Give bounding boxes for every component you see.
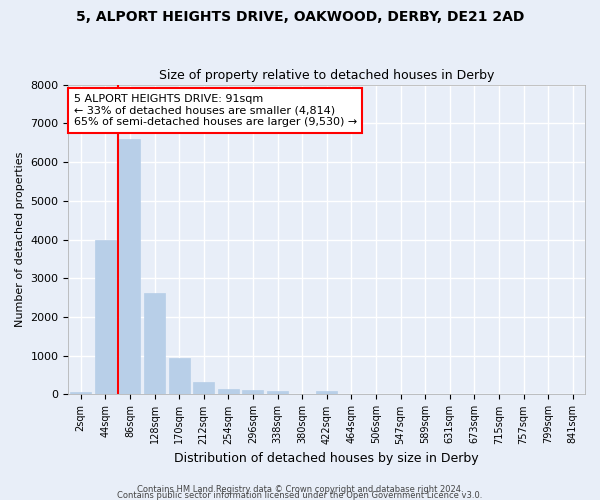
- Bar: [144, 293, 165, 394]
- Title: Size of property relative to detached houses in Derby: Size of property relative to detached ho…: [159, 69, 494, 82]
- Bar: [218, 389, 239, 394]
- Bar: [119, 139, 140, 394]
- Bar: [267, 391, 288, 394]
- Text: 5, ALPORT HEIGHTS DRIVE, OAKWOOD, DERBY, DE21 2AD: 5, ALPORT HEIGHTS DRIVE, OAKWOOD, DERBY,…: [76, 10, 524, 24]
- Text: Contains public sector information licensed under the Open Government Licence v3: Contains public sector information licen…: [118, 490, 482, 500]
- Bar: [242, 390, 263, 394]
- Text: Contains HM Land Registry data © Crown copyright and database right 2024.: Contains HM Land Registry data © Crown c…: [137, 484, 463, 494]
- Text: 5 ALPORT HEIGHTS DRIVE: 91sqm
← 33% of detached houses are smaller (4,814)
65% o: 5 ALPORT HEIGHTS DRIVE: 91sqm ← 33% of d…: [74, 94, 357, 127]
- Y-axis label: Number of detached properties: Number of detached properties: [15, 152, 25, 327]
- Bar: [169, 358, 190, 395]
- Bar: [70, 392, 91, 394]
- Bar: [316, 390, 337, 394]
- Bar: [95, 240, 116, 394]
- Bar: [193, 382, 214, 394]
- X-axis label: Distribution of detached houses by size in Derby: Distribution of detached houses by size …: [175, 452, 479, 465]
